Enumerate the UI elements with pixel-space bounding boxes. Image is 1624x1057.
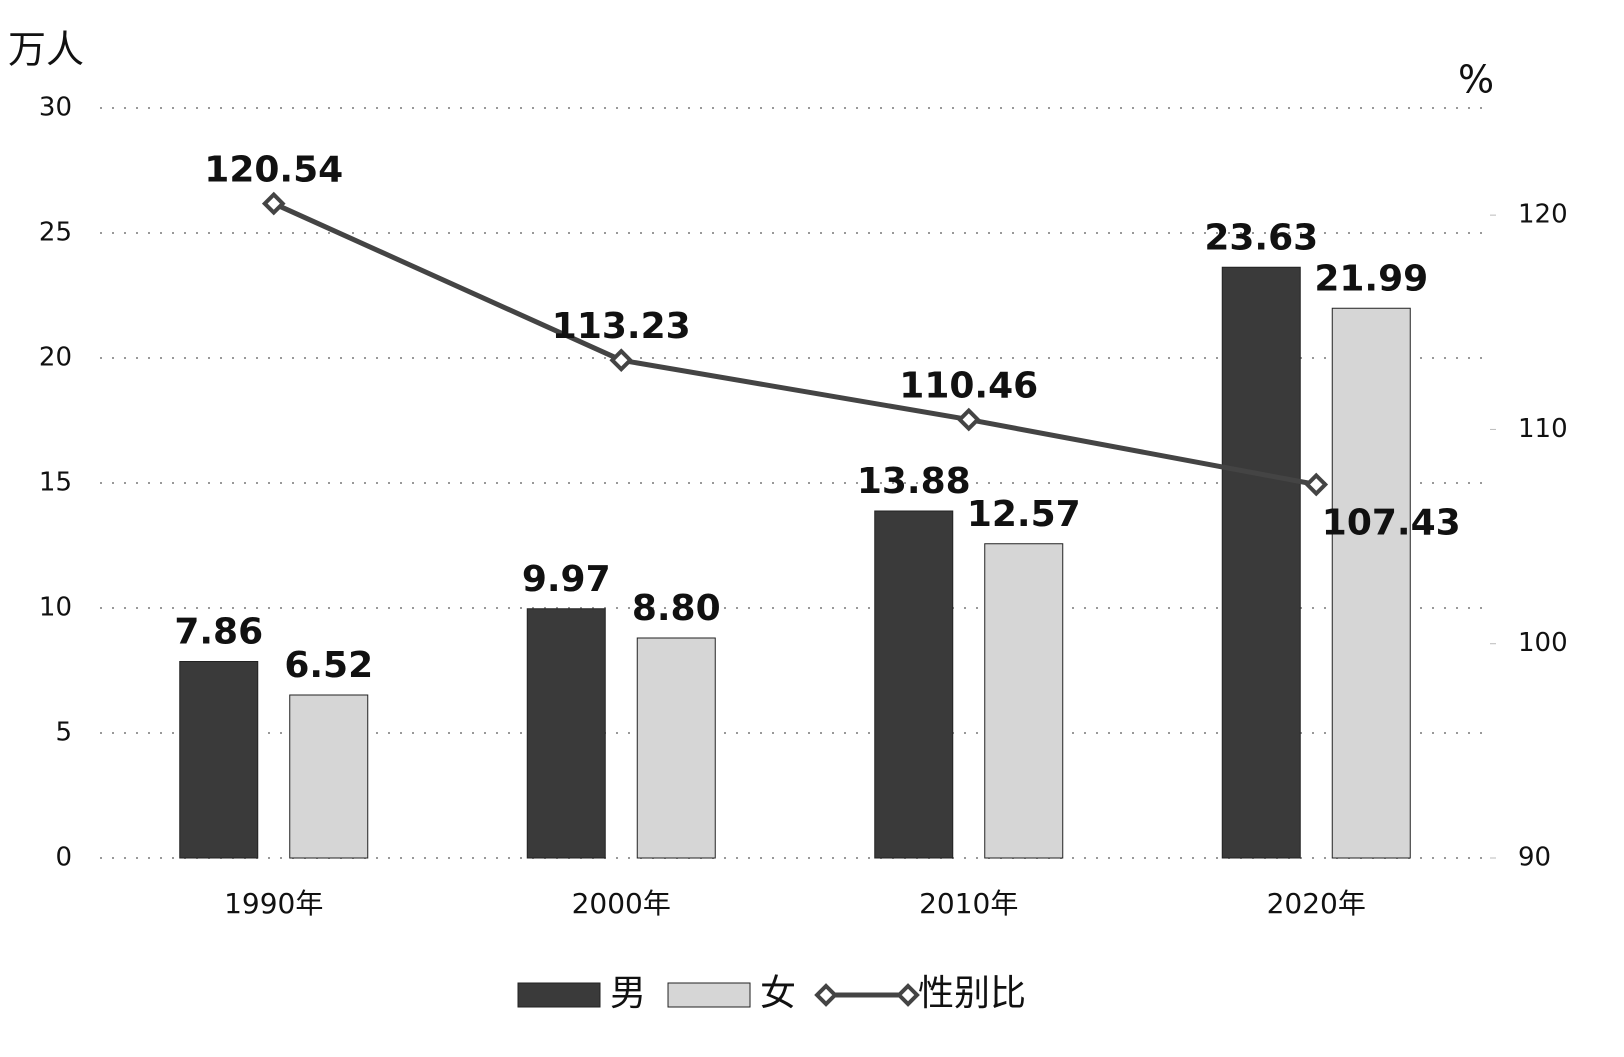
x-tick-label: 2000年 — [572, 887, 671, 920]
y-tick-label: 30 — [39, 93, 72, 123]
data-label: 8.80 — [632, 588, 721, 629]
bar — [179, 661, 259, 859]
bar — [984, 543, 1064, 859]
bar — [526, 608, 606, 859]
y2-tick-label: 90 — [1518, 843, 1551, 873]
bar — [289, 694, 369, 859]
y2-tick-label: 120 — [1518, 200, 1568, 230]
data-label: 6.52 — [284, 645, 373, 686]
bar — [1221, 266, 1301, 859]
line-marker — [956, 407, 981, 432]
y2-tick-label: 100 — [1518, 628, 1568, 658]
legend-marker — [896, 983, 920, 1007]
legend-marker — [814, 983, 838, 1007]
data-label: 107.43 — [1322, 503, 1461, 544]
x-tick-label: 2010年 — [919, 887, 1018, 920]
data-label: 9.97 — [522, 559, 611, 600]
legend-swatch — [517, 982, 601, 1008]
data-label: 7.86 — [174, 612, 263, 653]
y-tick-label: 20 — [39, 343, 72, 373]
y-tick-label: 0 — [55, 843, 72, 873]
line-marker — [609, 348, 634, 373]
x-tick-label: 2020年 — [1267, 887, 1366, 920]
y-tick-label: 5 — [55, 718, 72, 748]
y-tick-label: 15 — [39, 468, 72, 498]
y-tick-label: 10 — [39, 593, 72, 623]
bar — [874, 510, 954, 859]
data-label: 120.54 — [204, 150, 343, 191]
y-tick-label: 25 — [39, 218, 72, 248]
y2-axis-title: % — [1458, 58, 1494, 102]
y-axis-title: 万人 — [8, 28, 84, 72]
y2-tick-label: 110 — [1518, 414, 1568, 444]
data-label: 12.57 — [967, 494, 1081, 535]
legend-label: 男 — [610, 973, 646, 1014]
line — [272, 201, 1317, 487]
data-label: 13.88 — [857, 461, 971, 502]
legend-swatch — [667, 982, 751, 1008]
bar — [1331, 307, 1411, 859]
data-label: 113.23 — [552, 306, 691, 347]
legend-label: 女 — [760, 973, 796, 1014]
line-marker — [261, 191, 286, 216]
data-label: 23.63 — [1204, 217, 1318, 258]
line-marker — [1304, 472, 1329, 497]
data-label: 21.99 — [1314, 258, 1428, 299]
x-tick-label: 1990年 — [224, 887, 323, 920]
data-label: 110.46 — [899, 366, 1038, 407]
legend-label: 性别比 — [918, 973, 1026, 1014]
bar — [636, 637, 716, 859]
